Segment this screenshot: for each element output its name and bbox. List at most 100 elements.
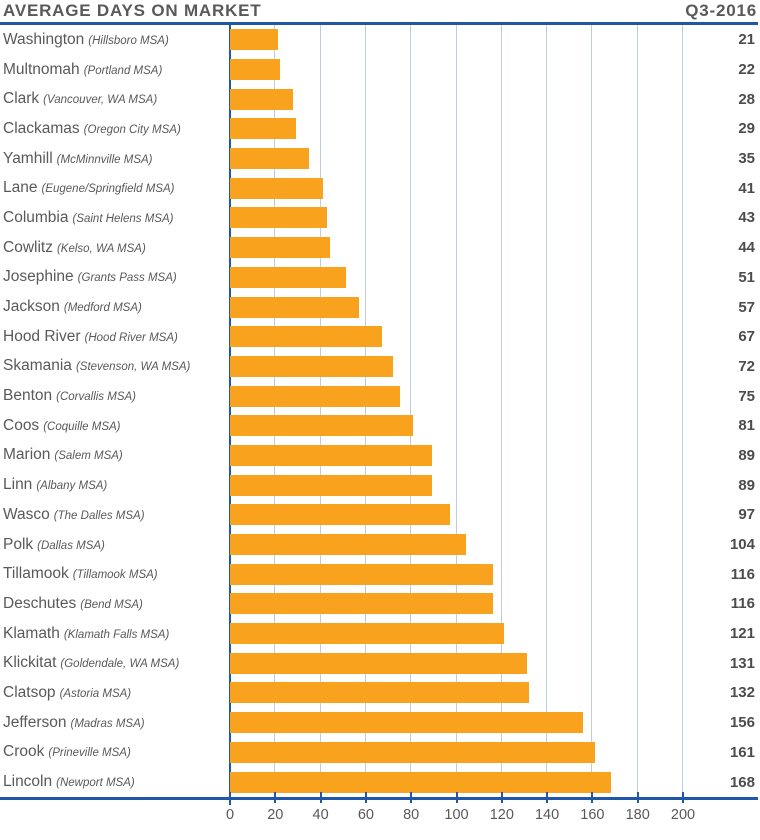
county-name: Marion xyxy=(3,446,51,464)
county-name: Columbia xyxy=(3,208,69,226)
value-label: 104 xyxy=(729,536,755,554)
gridline xyxy=(455,25,457,797)
bar-zone xyxy=(230,203,683,233)
chart-row: Benton (Corvallis MSA) 75 xyxy=(0,381,760,411)
county-name: Clackamas xyxy=(3,119,80,137)
msa-name: (Stevenson, WA MSA) xyxy=(75,361,191,374)
bar-zone xyxy=(230,114,683,144)
chart-row: Washington (Hillsboro MSA) 21 xyxy=(0,25,760,55)
axis-tick xyxy=(636,792,639,803)
bar-zone xyxy=(230,708,683,738)
bar xyxy=(230,563,493,585)
msa-name: (Portland MSA) xyxy=(83,64,163,77)
msa-name: (Hood River MSA) xyxy=(84,331,178,344)
chart-row: Klickitat (Goldendale, WA MSA) 131 xyxy=(0,648,760,678)
msa-name: (Corvallis MSA) xyxy=(56,391,137,404)
gridlines-layer xyxy=(230,25,683,797)
bar-zone xyxy=(230,233,683,263)
value-label: 22 xyxy=(738,61,755,79)
chart-row: Columbia (Saint Helens MSA) 43 xyxy=(0,203,760,233)
value-label: 28 xyxy=(738,90,755,108)
gridline xyxy=(591,25,593,797)
value-label: 43 xyxy=(738,209,755,227)
category-label: Yamhill (McMinnville MSA) xyxy=(0,150,230,168)
bar xyxy=(230,355,394,377)
chart-row: Linn (Albany MSA) 89 xyxy=(0,470,760,500)
category-label: Coos (Coquille MSA) xyxy=(0,417,230,435)
category-label: Tillamook (Tillamook MSA) xyxy=(0,565,230,583)
county-name: Hood River xyxy=(3,327,81,345)
category-label: Polk (Dallas MSA) xyxy=(0,536,230,554)
bar xyxy=(230,682,529,704)
bar-zone xyxy=(230,767,683,797)
axis-tick xyxy=(319,792,322,803)
axis-tick xyxy=(229,792,231,803)
chart-row: Jackson (Medford MSA) 57 xyxy=(0,292,760,322)
category-label: Marion (Salem MSA) xyxy=(0,446,230,464)
bar xyxy=(230,474,432,496)
county-name: Coos xyxy=(3,416,40,434)
category-label: Crook (Prineville MSA) xyxy=(0,743,230,761)
bar xyxy=(230,712,584,734)
chart-row: Polk (Dallas MSA) 104 xyxy=(0,530,760,560)
category-label: Clackamas (Oregon City MSA) xyxy=(0,120,230,138)
value-label: 116 xyxy=(730,565,755,583)
axis-tick xyxy=(364,792,367,803)
county-name: Tillamook xyxy=(3,565,69,583)
category-label: Klamath (Klamath Falls MSA) xyxy=(0,625,230,643)
bar xyxy=(230,118,296,140)
value-label: 116 xyxy=(730,595,755,613)
chart-row: Skamania (Stevenson, WA MSA) 72 xyxy=(0,352,760,382)
chart-row: Clackamas (Oregon City MSA) 29 xyxy=(0,114,760,144)
county-name: Deschutes xyxy=(3,594,77,612)
value-label: 89 xyxy=(738,446,755,464)
bar xyxy=(230,741,595,763)
axis-tick-label: 140 xyxy=(534,807,560,823)
category-label: Josephine (Grants Pass MSA) xyxy=(0,268,230,286)
axis-tick-label: 0 xyxy=(225,807,235,823)
gridline xyxy=(636,25,638,797)
axis-tick-label: 40 xyxy=(312,807,329,823)
chart-row: Yamhill (McMinnville MSA) 35 xyxy=(0,144,760,174)
axis-tick xyxy=(410,792,413,803)
county-name: Lane xyxy=(3,179,38,197)
category-label: Hood River (Hood River MSA) xyxy=(0,328,230,346)
category-label: Cowlitz (Kelso, WA MSA) xyxy=(0,239,230,257)
category-label: Clatsop (Astoria MSA) xyxy=(0,684,230,702)
value-label: 57 xyxy=(738,298,755,316)
value-label: 168 xyxy=(729,773,755,791)
axis-tick-label: 100 xyxy=(444,807,469,823)
bar-zone xyxy=(230,322,683,352)
bar-zone xyxy=(230,352,683,382)
value-label: 121 xyxy=(729,625,755,643)
value-label: 51 xyxy=(738,268,755,286)
bar xyxy=(230,88,294,110)
category-label: Wasco (The Dalles MSA) xyxy=(0,506,230,524)
county-name: Klickitat xyxy=(3,654,57,672)
county-name: Wasco xyxy=(3,505,50,523)
msa-name: (Albany MSA) xyxy=(36,480,108,493)
bar xyxy=(230,177,323,199)
bar-zone xyxy=(230,648,683,678)
msa-name: (Kelso, WA MSA) xyxy=(56,242,146,255)
chart-row: Wasco (The Dalles MSA) 97 xyxy=(0,500,760,530)
bar xyxy=(230,59,280,81)
chart-period-label: Q3-2016 xyxy=(685,1,757,20)
bar-zone xyxy=(230,470,683,500)
gridline xyxy=(500,25,502,797)
county-name: Benton xyxy=(3,387,53,405)
bar-zone xyxy=(230,263,683,293)
bar xyxy=(230,148,310,170)
bar-zone xyxy=(230,25,683,55)
value-label: 29 xyxy=(738,120,755,138)
bar-zone xyxy=(230,589,683,619)
gridline xyxy=(274,25,276,797)
axis-tick-label: 120 xyxy=(489,807,514,823)
axis-tick-label: 200 xyxy=(670,807,696,823)
gridline xyxy=(546,25,548,797)
bar xyxy=(230,415,414,437)
chart-row: Hood River (Hood River MSA) 67 xyxy=(0,322,760,352)
value-label: 97 xyxy=(738,506,755,524)
bar-zone xyxy=(230,292,683,322)
